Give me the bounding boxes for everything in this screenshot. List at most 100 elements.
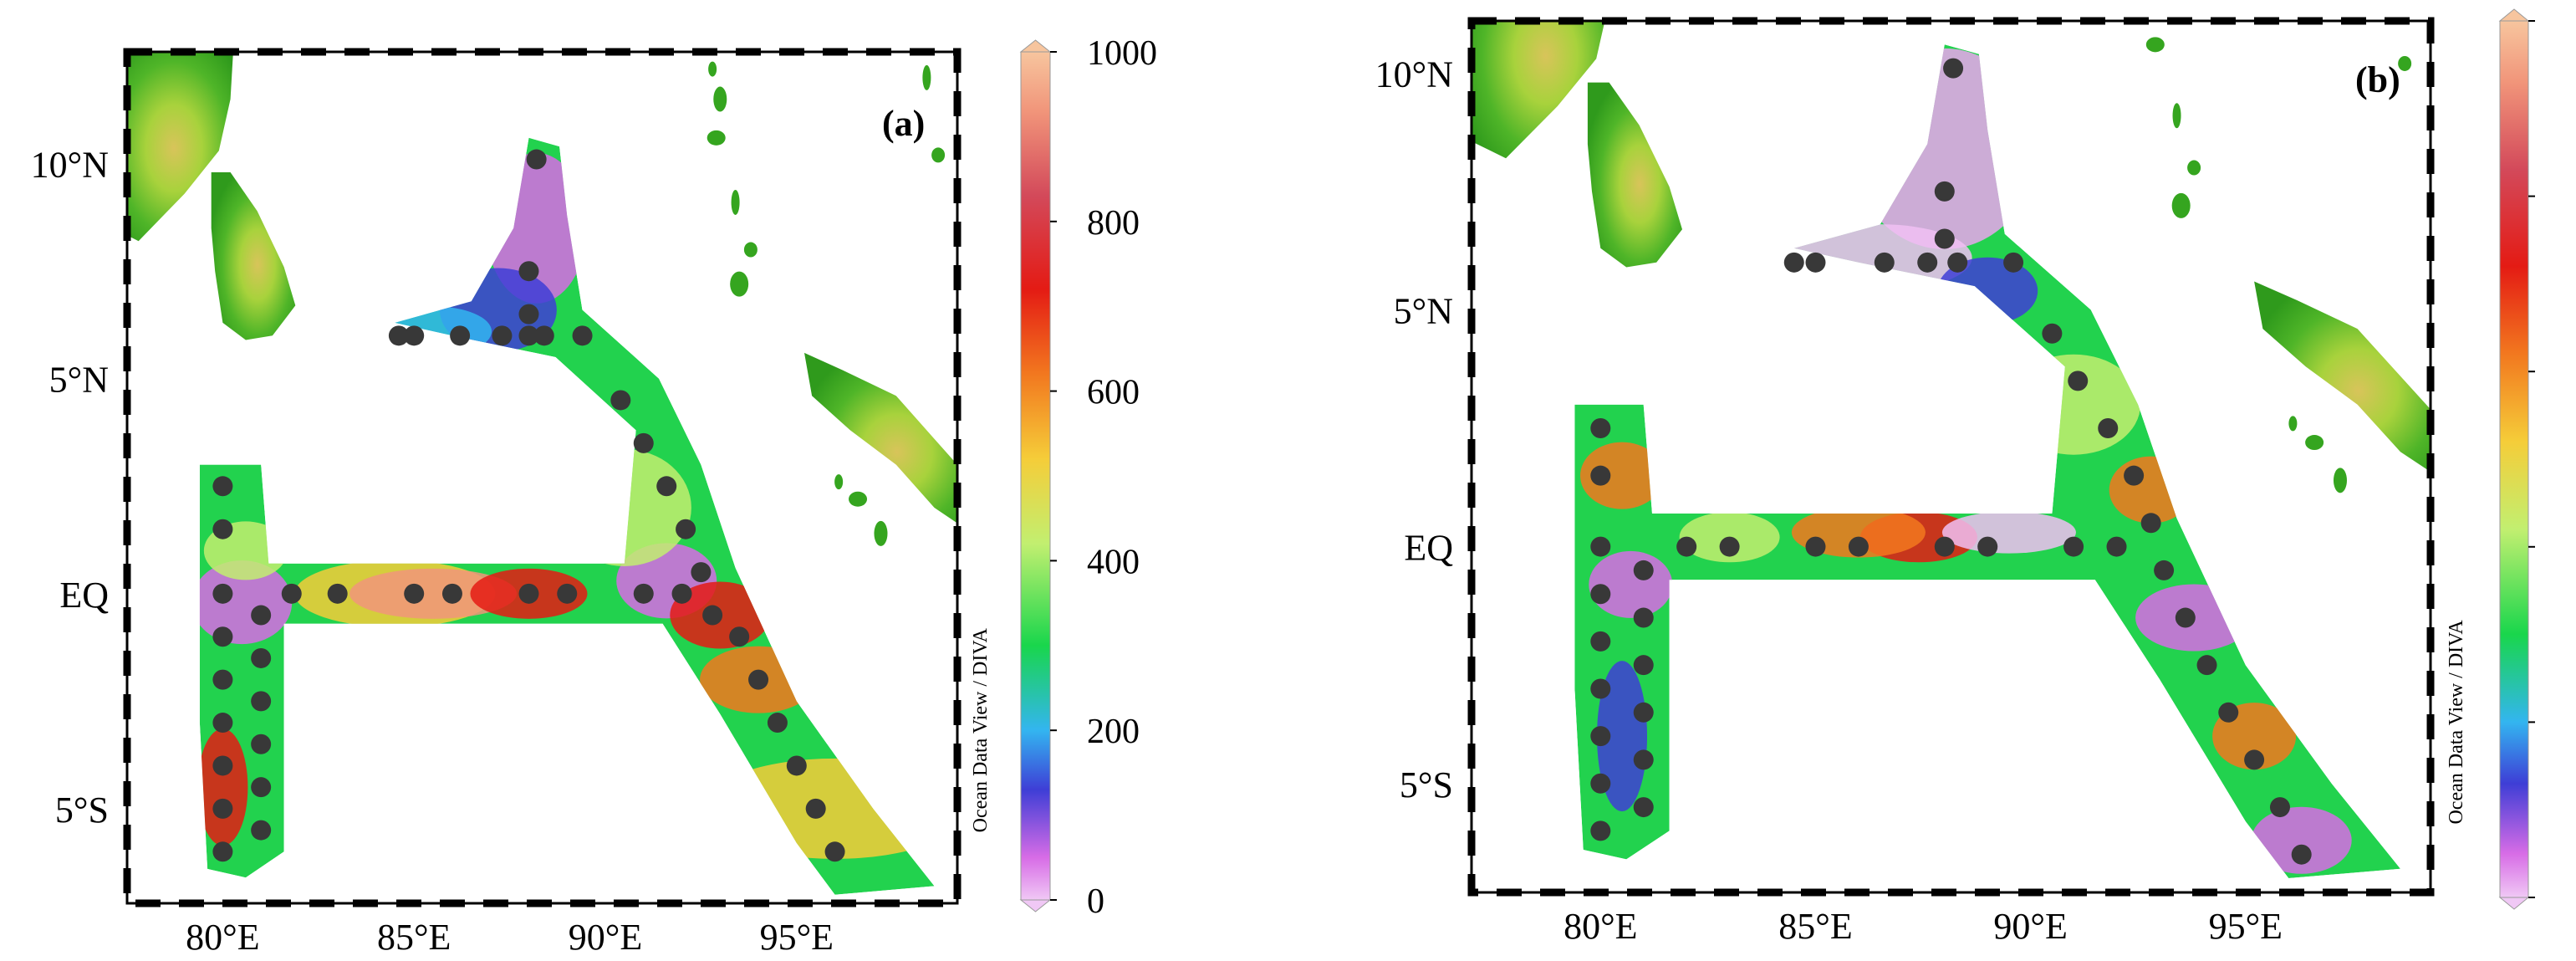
lon-label: 80°E [1563, 906, 1637, 947]
panel-label: (b) [2355, 59, 2400, 100]
island-land [708, 61, 717, 77]
colorbar-credit: Ocean Data View / DIVA [970, 627, 992, 832]
station-point [1633, 702, 1654, 723]
colorbar-gradient [2499, 20, 2529, 898]
island-land [730, 271, 749, 297]
station-point [572, 325, 593, 346]
map-area [127, 52, 957, 903]
station-point [702, 605, 723, 626]
station-point [1590, 726, 1611, 747]
station-point [2003, 252, 2024, 273]
colorbar: 0510152025Ocean Data View / DIVA [2446, 3, 2576, 918]
station-point [2244, 749, 2265, 770]
station-point [1805, 252, 1826, 273]
island-land [731, 189, 740, 215]
station-point [251, 691, 272, 712]
lon-label: 95°E [760, 917, 834, 958]
station-point [2218, 702, 2239, 723]
station-point [633, 432, 654, 453]
island-land [922, 64, 931, 90]
station-point [281, 583, 302, 604]
island-land [2305, 435, 2324, 451]
station-point [748, 669, 769, 690]
station-point [251, 734, 272, 754]
station-point [691, 562, 712, 583]
station-point [729, 626, 750, 647]
sumatra-land [804, 352, 957, 524]
station-point [1947, 252, 1968, 273]
colorbar-tick-label: 800 [1087, 204, 1140, 243]
sri-lanka-land [1587, 82, 1682, 268]
india-land [127, 52, 233, 242]
station-point [2269, 797, 2290, 818]
station-point [212, 626, 233, 647]
station-point [557, 583, 578, 604]
sri-lanka-land [211, 172, 296, 340]
station-point [1633, 749, 1654, 770]
island-land [2145, 37, 2165, 53]
station-point [212, 583, 233, 604]
lon-label: 85°E [1778, 906, 1852, 947]
panel-label: (a) [882, 103, 925, 144]
map-area [1472, 21, 2431, 892]
station-point [212, 755, 233, 776]
station-point [1805, 536, 1826, 557]
colorbar: 0 200 400 600 800 1000 Ocean Data View / DIVA [970, 34, 1157, 921]
colorbar-top-arrow [2498, 8, 2530, 22]
island-land [2398, 55, 2412, 71]
station-markers [212, 149, 845, 862]
station-point [1633, 655, 1654, 676]
station-point [212, 669, 233, 690]
station-point [824, 841, 845, 862]
colorbar-tick-label: 600 [1087, 374, 1140, 412]
station-point [786, 755, 807, 776]
station-point [1934, 536, 1955, 557]
island-land [706, 130, 726, 146]
station-point [2291, 844, 2312, 865]
map-frame-dashes [1467, 17, 2435, 897]
lon-label: 80°E [186, 917, 259, 958]
station-point [2042, 323, 2063, 344]
colorbar-tick-label: 200 [1087, 713, 1140, 751]
station-point [767, 713, 788, 734]
station-point [518, 583, 539, 604]
panel-b: (b) 10°N 5°N EQ 5°S 80°E 85°E 90°E 95°E 051015202… [1375, 3, 2576, 947]
station-point [450, 325, 471, 346]
land-masses [1472, 21, 2431, 493]
lon-label: 90°E [569, 917, 642, 958]
island-land [2172, 103, 2181, 129]
colorbar-bottom-arrow [2498, 897, 2530, 910]
station-point [671, 583, 692, 604]
station-point [1590, 536, 1611, 557]
station-markers [1590, 58, 2312, 865]
station-point [610, 390, 631, 411]
station-point [1590, 678, 1611, 699]
station-point [656, 476, 677, 497]
lat-label: 5°S [55, 790, 109, 831]
station-point [1590, 631, 1611, 652]
lat-label: 5°S [1400, 764, 1453, 805]
station-point [1874, 252, 1895, 273]
island-land [849, 491, 868, 507]
colorbar-credit: Ocean Data View / DIVA [2446, 620, 2467, 825]
sumatra-land [2254, 281, 2431, 473]
station-point [251, 647, 272, 668]
station-point [2140, 513, 2161, 534]
station-point [2196, 655, 2217, 676]
panel-a: (a) 10°N 5°N EQ 5°S 80°E 85°E 90°E 95°E 0 200 400 60… [31, 34, 1157, 958]
station-point [212, 713, 233, 734]
station-point [2063, 536, 2084, 557]
station-point [1633, 560, 1654, 580]
lon-label: 95°E [2209, 906, 2283, 947]
colorbar-tick-label: 0 [1087, 882, 1104, 921]
lat-label: EQ [1404, 528, 1453, 569]
land-masses [127, 52, 957, 546]
lat-label: 5°N [1394, 290, 1453, 331]
station-point [327, 583, 348, 604]
lat-label: EQ [59, 575, 109, 616]
colorbar-tick-label: 1000 [1087, 34, 1157, 73]
lat-label: 10°N [31, 145, 109, 186]
colorbar-gradient [1020, 51, 1051, 901]
station-point [212, 519, 233, 539]
